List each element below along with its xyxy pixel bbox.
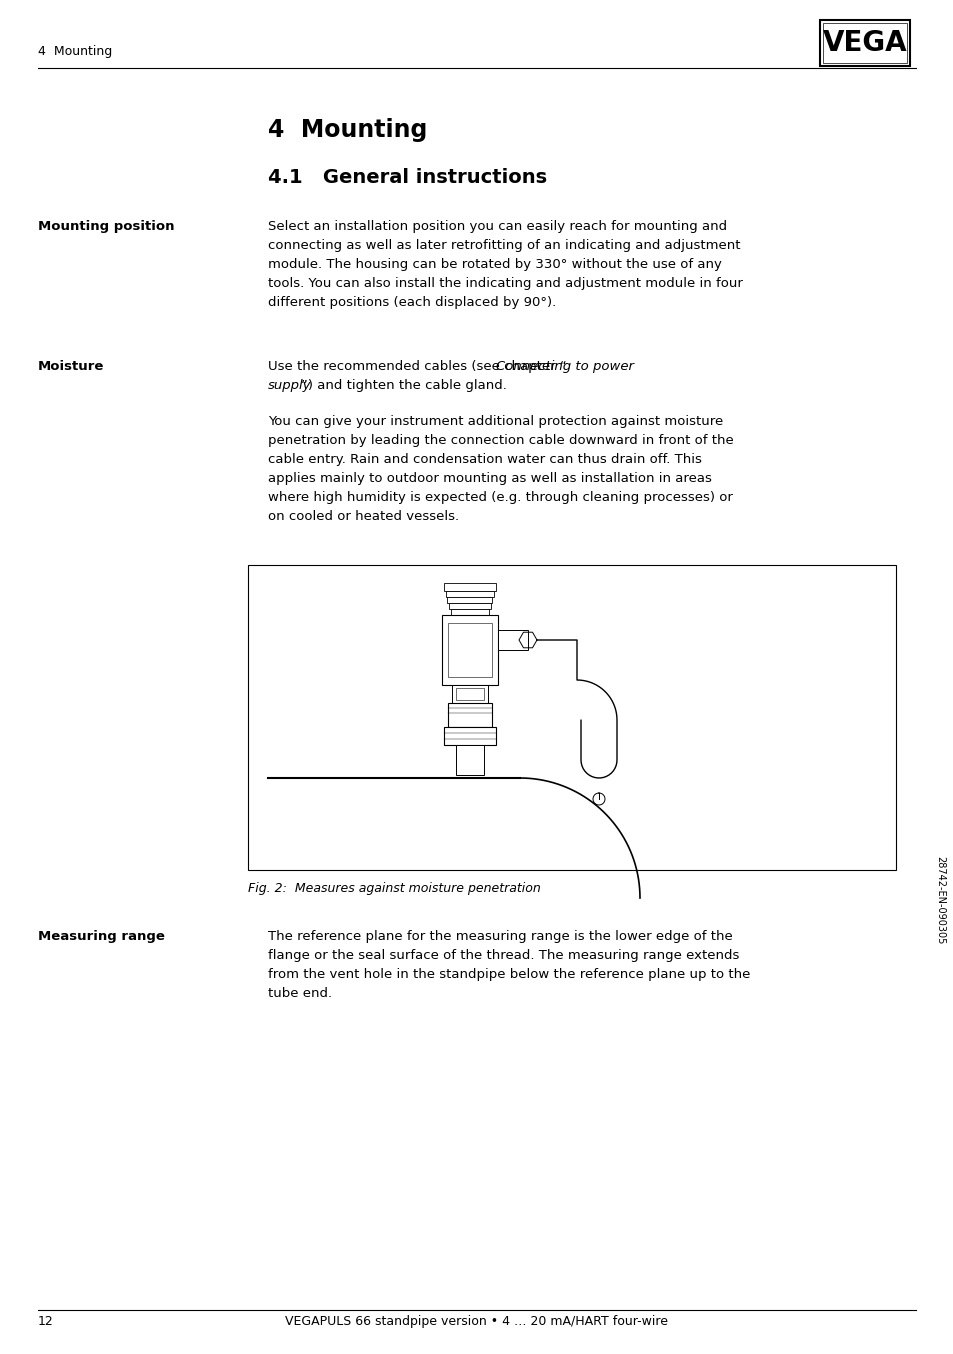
Text: on cooled or heated vessels.: on cooled or heated vessels. bbox=[268, 510, 458, 523]
Text: different positions (each displaced by 90°).: different positions (each displaced by 9… bbox=[268, 297, 556, 309]
Text: Mounting position: Mounting position bbox=[38, 219, 174, 233]
Text: 28742-EN-090305: 28742-EN-090305 bbox=[934, 856, 944, 944]
Bar bbox=[443, 584, 496, 590]
Bar bbox=[449, 603, 491, 609]
Bar bbox=[447, 597, 492, 603]
Bar bbox=[452, 685, 488, 703]
Bar bbox=[456, 688, 483, 700]
Text: Fig. 2:  Measures against moisture penetration: Fig. 2: Measures against moisture penetr… bbox=[248, 881, 540, 895]
Text: 4  Mounting: 4 Mounting bbox=[38, 45, 112, 58]
Text: module. The housing can be rotated by 330° without the use of any: module. The housing can be rotated by 33… bbox=[268, 259, 721, 271]
Text: ”) and tighten the cable gland.: ”) and tighten the cable gland. bbox=[301, 379, 507, 393]
Text: VEGAPULS 66 standpipe version • 4 … 20 mA/HART four-wire: VEGAPULS 66 standpipe version • 4 … 20 m… bbox=[285, 1315, 668, 1328]
Text: applies mainly to outdoor mounting as well as installation in areas: applies mainly to outdoor mounting as we… bbox=[268, 473, 711, 485]
Text: The reference plane for the measuring range is the lower edge of the: The reference plane for the measuring ra… bbox=[268, 930, 732, 942]
Bar bbox=[443, 727, 496, 745]
Text: where high humidity is expected (e.g. through cleaning processes) or: where high humidity is expected (e.g. th… bbox=[268, 492, 732, 504]
Text: 12: 12 bbox=[38, 1315, 53, 1328]
Bar bbox=[451, 609, 489, 615]
Bar bbox=[446, 590, 494, 597]
Text: cable entry. Rain and condensation water can thus drain off. This: cable entry. Rain and condensation water… bbox=[268, 454, 701, 466]
Text: connecting as well as later retrofitting of an indicating and adjustment: connecting as well as later retrofitting… bbox=[268, 240, 740, 252]
Text: tools. You can also install the indicating and adjustment module in four: tools. You can also install the indicati… bbox=[268, 278, 742, 290]
Text: Moisture: Moisture bbox=[38, 360, 104, 372]
Text: Connecting to power: Connecting to power bbox=[495, 360, 633, 372]
Bar bbox=[456, 745, 483, 774]
Text: You can give your instrument additional protection against moisture: You can give your instrument additional … bbox=[268, 414, 722, 428]
Text: Select an installation position you can easily reach for mounting and: Select an installation position you can … bbox=[268, 219, 726, 233]
Bar bbox=[820, 20, 909, 66]
Bar bbox=[441, 615, 497, 685]
Bar bbox=[248, 565, 895, 871]
Text: from the vent hole in the standpipe below the reference plane up to the: from the vent hole in the standpipe belo… bbox=[268, 968, 750, 982]
Text: flange or the seal surface of the thread. The measuring range extends: flange or the seal surface of the thread… bbox=[268, 949, 739, 961]
Text: supply: supply bbox=[268, 379, 312, 393]
Text: VEGA: VEGA bbox=[821, 28, 906, 57]
Text: tube end.: tube end. bbox=[268, 987, 332, 1001]
Text: penetration by leading the connection cable downward in front of the: penetration by leading the connection ca… bbox=[268, 435, 733, 447]
Text: 4.1   General instructions: 4.1 General instructions bbox=[268, 168, 547, 187]
Text: Use the recommended cables (see chapter “: Use the recommended cables (see chapter … bbox=[268, 360, 566, 372]
Bar bbox=[448, 703, 492, 727]
Bar bbox=[497, 630, 527, 650]
Text: 4  Mounting: 4 Mounting bbox=[268, 118, 427, 142]
Bar bbox=[448, 623, 492, 677]
Bar bbox=[822, 23, 906, 64]
Text: Measuring range: Measuring range bbox=[38, 930, 165, 942]
